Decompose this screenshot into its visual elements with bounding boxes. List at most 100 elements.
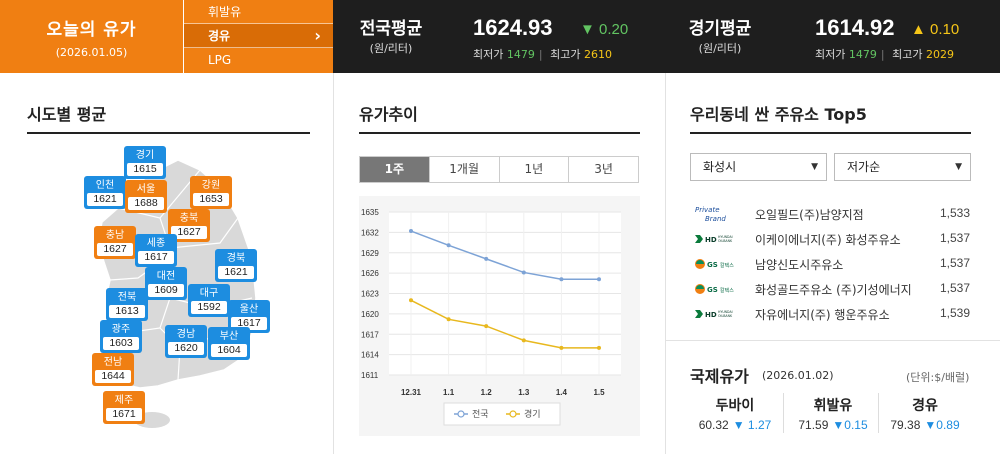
- gyeonggi-average-label: 경기평균: [688, 19, 752, 39]
- region-name: 충북: [179, 213, 199, 224]
- intl-item-change: ▼ 1.27: [732, 418, 772, 432]
- max-value: 2610: [583, 48, 612, 61]
- today-title: 오늘의 유가: [46, 20, 137, 40]
- trend-line-chart: 1611 1614 1617 1620 1623 1626 1629 1632 1635 12.3…: [361, 208, 621, 426]
- region-badge-daejeon[interactable]: 대전 1609: [145, 267, 187, 300]
- region-price: 1615: [127, 163, 163, 176]
- region-name: 경기: [135, 150, 155, 161]
- x-tick-label: 1.2: [481, 388, 493, 397]
- fuel-tab-gasoline[interactable]: 휘발유: [184, 0, 333, 24]
- international-date: (2026.01.02): [762, 369, 834, 382]
- station-price: 1,539: [939, 306, 970, 320]
- fuel-tab-diesel[interactable]: 경유 ›: [184, 24, 333, 48]
- national-average-change: ▼ 0.20: [580, 21, 629, 38]
- region-price: 1621: [218, 266, 254, 279]
- data-point: [409, 298, 413, 303]
- station-name: 자유에너지(주) 행운주유소: [755, 308, 890, 322]
- legend-marker: [457, 410, 465, 418]
- svg-text:칼텍스: 칼텍스: [720, 262, 734, 269]
- national-min-max: 최저가 1479 | 최고가 2610: [473, 48, 612, 61]
- max-value: 2029: [925, 48, 954, 61]
- national-average-unit: (원/리터): [369, 42, 413, 55]
- cheapest-title: 우리동네 싼 주유소 Top5: [690, 105, 867, 124]
- title-underline: [690, 132, 971, 134]
- intl-item-dubai: 두바이 60.32 ▼ 1.27: [690, 395, 780, 432]
- region-badge-seoul[interactable]: 서울 1688: [125, 180, 167, 213]
- station-price: 1,533: [939, 206, 970, 220]
- y-tick-label: 1620: [361, 310, 379, 319]
- intl-item-change: ▼0.89: [924, 418, 960, 432]
- svg-text:GS: GS: [707, 261, 718, 269]
- x-tick-label: 12.31: [401, 388, 422, 397]
- region-select[interactable]: 화성시 ▼: [690, 153, 827, 181]
- station-item[interactable]: HD HYUNDAI OILBANK 이케이에너지(주) 화성주유소 1,537: [690, 227, 970, 252]
- region-badge-gyeongbuk[interactable]: 경북 1621: [215, 249, 257, 282]
- national-average: 전국평균 (원/리터) 1624.93 ▼ 0.20 최저가 1479 | 최고가…: [348, 0, 658, 73]
- region-price: 1621: [87, 193, 123, 206]
- today-price-header: 오늘의 유가 (2026.01.05): [0, 0, 183, 73]
- station-item[interactable]: GS 칼텍스 남양신도시주유소 1,537: [690, 252, 970, 277]
- tab-1month[interactable]: 1개월: [430, 157, 500, 182]
- gyeonggi-min-max: 최저가 1479 | 최고가 2029: [815, 48, 954, 61]
- today-date: (2026.01.05): [55, 46, 128, 59]
- tab-1year[interactable]: 1년: [500, 157, 570, 182]
- station-item[interactable]: HD HYUNDAI OILBANK 자유에너지(주) 행운주유소 1,539: [690, 302, 970, 327]
- data-point: [521, 338, 526, 343]
- region-badge-daegu[interactable]: 대구 1592: [188, 284, 230, 317]
- region-badge-jeju[interactable]: 제주 1671: [103, 391, 145, 424]
- station-price: 1,537: [939, 256, 970, 270]
- min-value: 1479: [506, 48, 535, 61]
- svg-text:칼텍스: 칼텍스: [720, 287, 734, 294]
- region-badge-gyeongnam[interactable]: 경남 1620: [165, 325, 207, 358]
- region-badge-gangwon[interactable]: 강원 1653: [190, 176, 232, 209]
- svg-text:GS: GS: [707, 286, 718, 294]
- x-tick-label: 1.4: [556, 388, 568, 397]
- data-point: [597, 277, 601, 282]
- tab-3year[interactable]: 3년: [594, 162, 613, 176]
- x-tick-label: 1.3: [518, 388, 530, 397]
- intl-item-diesel: 경유 79.38 ▼0.89: [880, 395, 970, 432]
- tab-1week[interactable]: 1주: [360, 157, 430, 182]
- station-name: 오일필드(주)남양지점: [755, 208, 864, 222]
- y-tick-label: 1614: [361, 351, 379, 360]
- divider: [783, 393, 784, 433]
- station-price: 1,537: [939, 231, 970, 245]
- region-name: 서울: [136, 184, 156, 195]
- region-price: 1653: [193, 193, 229, 206]
- series-line: [410, 299, 599, 349]
- region-badge-jeonnam[interactable]: 전남 1644: [92, 353, 134, 386]
- station-item[interactable]: Private Brand 오일필드(주)남양지점 1,533: [690, 202, 970, 227]
- region-name: 세종: [146, 238, 166, 249]
- y-tick-label: 1635: [361, 208, 379, 217]
- data-point: [521, 270, 526, 275]
- region-badge-busan[interactable]: 부산 1604: [208, 327, 250, 360]
- region-badge-jeonbuk[interactable]: 전북 1613: [106, 288, 148, 321]
- divider: [333, 73, 334, 454]
- region-badge-gwangju[interactable]: 광주 1603: [100, 320, 142, 353]
- station-name: 남양신도시주유소: [755, 258, 844, 272]
- region-badge-chungbuk[interactable]: 충북 1627: [168, 209, 210, 242]
- region-price: 1617: [231, 317, 267, 330]
- fuel-tab-lpg[interactable]: LPG: [184, 48, 333, 72]
- region-badge-chungnam[interactable]: 충남 1627: [94, 226, 136, 259]
- sort-select[interactable]: 저가순 ▼: [834, 153, 971, 181]
- svg-text:OILBANK: OILBANK: [718, 239, 733, 243]
- y-tick-label: 1629: [361, 249, 379, 258]
- region-badge-gyeonggi[interactable]: 경기 1615: [124, 146, 166, 179]
- region-price: 1627: [97, 243, 133, 256]
- data-point: [446, 317, 451, 322]
- station-item[interactable]: GS 칼텍스 화성골드주유소 (주)기성에너지 1,537: [690, 277, 970, 302]
- intl-item-price: 71.59: [798, 418, 829, 432]
- region-badge-incheon[interactable]: 인천 1621: [84, 176, 126, 209]
- international-title: 국제유가: [690, 367, 749, 386]
- regional-average-title: 시도별 평균: [27, 105, 107, 124]
- region-price: 1609: [148, 284, 184, 297]
- region-price: 1644: [95, 370, 131, 383]
- fuel-tab-label: 경유: [208, 29, 231, 43]
- national-average-label: 전국평균: [359, 19, 423, 39]
- region-badge-sejong[interactable]: 세종 1617: [135, 234, 177, 267]
- station-name: 이케이에너지(주) 화성주유소: [755, 233, 901, 247]
- svg-text:HYUNDAI: HYUNDAI: [718, 235, 733, 239]
- series-line: [410, 230, 599, 280]
